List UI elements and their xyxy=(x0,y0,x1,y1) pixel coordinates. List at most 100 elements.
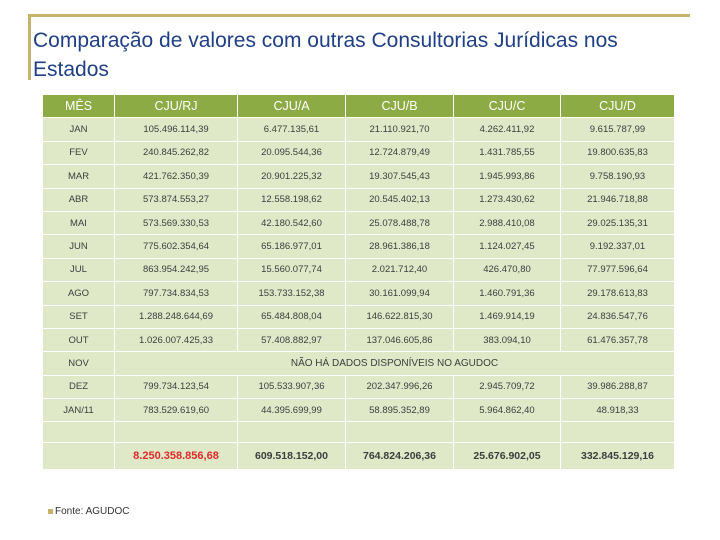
table-cell: NOV xyxy=(42,351,115,376)
table-cell: 30.161.099,94 xyxy=(345,281,454,306)
table-cell: AGO xyxy=(42,281,115,306)
table-row: MAR 421.762.350,39 20.901.225,32 19.307.545… xyxy=(42,164,675,189)
table-cell: DEZ xyxy=(42,374,115,400)
table-cell: 65.186.977,01 xyxy=(237,234,346,259)
table-cell: 863.954.242,95 xyxy=(114,257,238,283)
page-title: Comparação de valores com outras Consult… xyxy=(33,29,618,81)
table-cell xyxy=(453,421,561,444)
table-cell: 1.431.785,55 xyxy=(453,140,561,166)
table-cell xyxy=(560,421,675,444)
table-cell: 332.845.129,16 xyxy=(560,442,675,471)
table-body: JAN 105.496.114,39 6.477.135,61 21.110.921,… xyxy=(42,117,675,471)
table-cell: 1.460.791,36 xyxy=(453,281,561,306)
table-cell: 5.964.862,40 xyxy=(453,398,561,423)
table-cell: 19.307.545,43 xyxy=(345,164,454,189)
header-cell: MÊS xyxy=(42,93,115,119)
table-row: JAN/11 783.529.619,60 44.395.699,99 58.895.… xyxy=(42,398,675,423)
table-cell xyxy=(42,421,115,444)
source-label: Fonte: AGUDOC xyxy=(55,506,130,517)
table-cell: 1.026.007.425,33 xyxy=(114,327,238,353)
table-cell: 573.874.553,27 xyxy=(114,187,238,212)
table-cell: 799.734.123,54 xyxy=(114,374,238,400)
table-cell: 105.533.907,36 xyxy=(237,374,346,400)
table-cell: 2.988.410,08 xyxy=(453,210,561,236)
table-row-no-data: NOV NÃO HÁ DADOS DISPONÍVEIS NO AGUDOC xyxy=(42,351,675,376)
header-cell: CJU/A xyxy=(237,93,346,119)
header-cell: CJU/RJ xyxy=(114,93,238,119)
table-cell: JAN xyxy=(42,117,115,142)
table-header-row: MÊS CJU/RJ CJU/A CJU/B CJU/C CJU/D xyxy=(42,93,675,119)
table-cell: 65.484.808,04 xyxy=(237,304,346,329)
table-cell: 58.895.352,89 xyxy=(345,398,454,423)
table-spacer-row xyxy=(42,421,675,444)
table-cell: 775.602.354,64 xyxy=(114,234,238,259)
header-cell: CJU/D xyxy=(560,93,675,119)
table-cell: 202.347.996,26 xyxy=(345,374,454,400)
header-cell: CJU/B xyxy=(345,93,454,119)
source-note: Fonte: AGUDOC xyxy=(48,506,129,517)
header-cell: CJU/C xyxy=(453,93,561,119)
comparison-table: MÊS CJU/RJ CJU/A CJU/B CJU/C CJU/D JAN 10… xyxy=(42,93,675,471)
table-cell: 783.529.619,60 xyxy=(114,398,238,423)
table-totals-row: 8.250.358.856,68 609.518.152,00 764.824.20… xyxy=(42,442,675,471)
table-row: ABR 573.874.553,27 12.558.198,62 20.545.402… xyxy=(42,187,675,212)
table-cell: 12.558.198,62 xyxy=(237,187,346,212)
table-cell: 12.724.879,49 xyxy=(345,140,454,166)
table-cell: 24.836.547,76 xyxy=(560,304,675,329)
table-cell: 25.078.488,78 xyxy=(345,210,454,236)
table-cell: 240.845.262,82 xyxy=(114,140,238,166)
table-cell: 1.945.993,86 xyxy=(453,164,561,189)
table-cell: JUL xyxy=(42,257,115,283)
table-cell: 421.762.350,39 xyxy=(114,164,238,189)
table-cell: 19.800.635,83 xyxy=(560,140,675,166)
table-cell: 2.945.709,72 xyxy=(453,374,561,400)
table-cell: 1.273.430,62 xyxy=(453,187,561,212)
table-cell: NÃO HÁ DADOS DISPONÍVEIS NO AGUDOC xyxy=(114,351,675,376)
table-cell: 61.476.357,78 xyxy=(560,327,675,353)
table-cell: SET xyxy=(42,304,115,329)
table-cell: 2.021.712,40 xyxy=(345,257,454,283)
table-cell: 44.395.699,99 xyxy=(237,398,346,423)
table-cell: 9.192.337,01 xyxy=(560,234,675,259)
table-cell: 57.408.882,97 xyxy=(237,327,346,353)
table-cell: ABR xyxy=(42,187,115,212)
table-cell: 383.094,10 xyxy=(453,327,561,353)
table-cell: 20.901.225,32 xyxy=(237,164,346,189)
table-cell: 573.569.330,53 xyxy=(114,210,238,236)
table-cell: 146.622.815,30 xyxy=(345,304,454,329)
table-cell: MAR xyxy=(42,164,115,189)
table-cell: 28.961.386,18 xyxy=(345,234,454,259)
table-row: AGO 797.734.834,53 153.733.152,38 30.161.09… xyxy=(42,281,675,306)
table-cell: 137.046.605,86 xyxy=(345,327,454,353)
table-cell: 20.095.544,36 xyxy=(237,140,346,166)
table-cell: FEV xyxy=(42,140,115,166)
table-cell: 6.477.135,61 xyxy=(237,117,346,142)
table-cell: 426.470,80 xyxy=(453,257,561,283)
table-row: JAN 105.496.114,39 6.477.135,61 21.110.921,… xyxy=(42,117,675,142)
table-cell: OUT xyxy=(42,327,115,353)
table-cell: 15.560.077,74 xyxy=(237,257,346,283)
table-cell: 1.288.248.644,69 xyxy=(114,304,238,329)
table-cell: 797.734.834,53 xyxy=(114,281,238,306)
bullet-icon xyxy=(48,508,53,514)
table-cell: 29.178.613,83 xyxy=(560,281,675,306)
table-cell xyxy=(345,421,454,444)
table-cell: 20.545.402,13 xyxy=(345,187,454,212)
table-cell xyxy=(114,421,238,444)
table-cell: JAN/11 xyxy=(42,398,115,423)
table-cell: 105.496.114,39 xyxy=(114,117,238,142)
table-cell: 9.615.787,99 xyxy=(560,117,675,142)
table-cell: 29.025.135,31 xyxy=(560,210,675,236)
title-frame xyxy=(28,14,690,80)
table-row: JUL 863.954.242,95 15.560.077,74 2.021.712,… xyxy=(42,257,675,283)
table-cell: 9.758.190,93 xyxy=(560,164,675,189)
table-cell: 1.124.027,45 xyxy=(453,234,561,259)
table-row: DEZ 799.734.123,54 105.533.907,36 202.347.9… xyxy=(42,374,675,400)
table-cell: 8.250.358.856,68 xyxy=(114,442,238,471)
table-cell: 21.110.921,70 xyxy=(345,117,454,142)
table-row: JUN 775.602.354,64 65.186.977,01 28.961.386… xyxy=(42,234,675,259)
table-cell xyxy=(42,442,115,471)
table-cell: 21.946.718,88 xyxy=(560,187,675,212)
table-cell: 764.824.206,36 xyxy=(345,442,454,471)
table-cell: MAI xyxy=(42,210,115,236)
